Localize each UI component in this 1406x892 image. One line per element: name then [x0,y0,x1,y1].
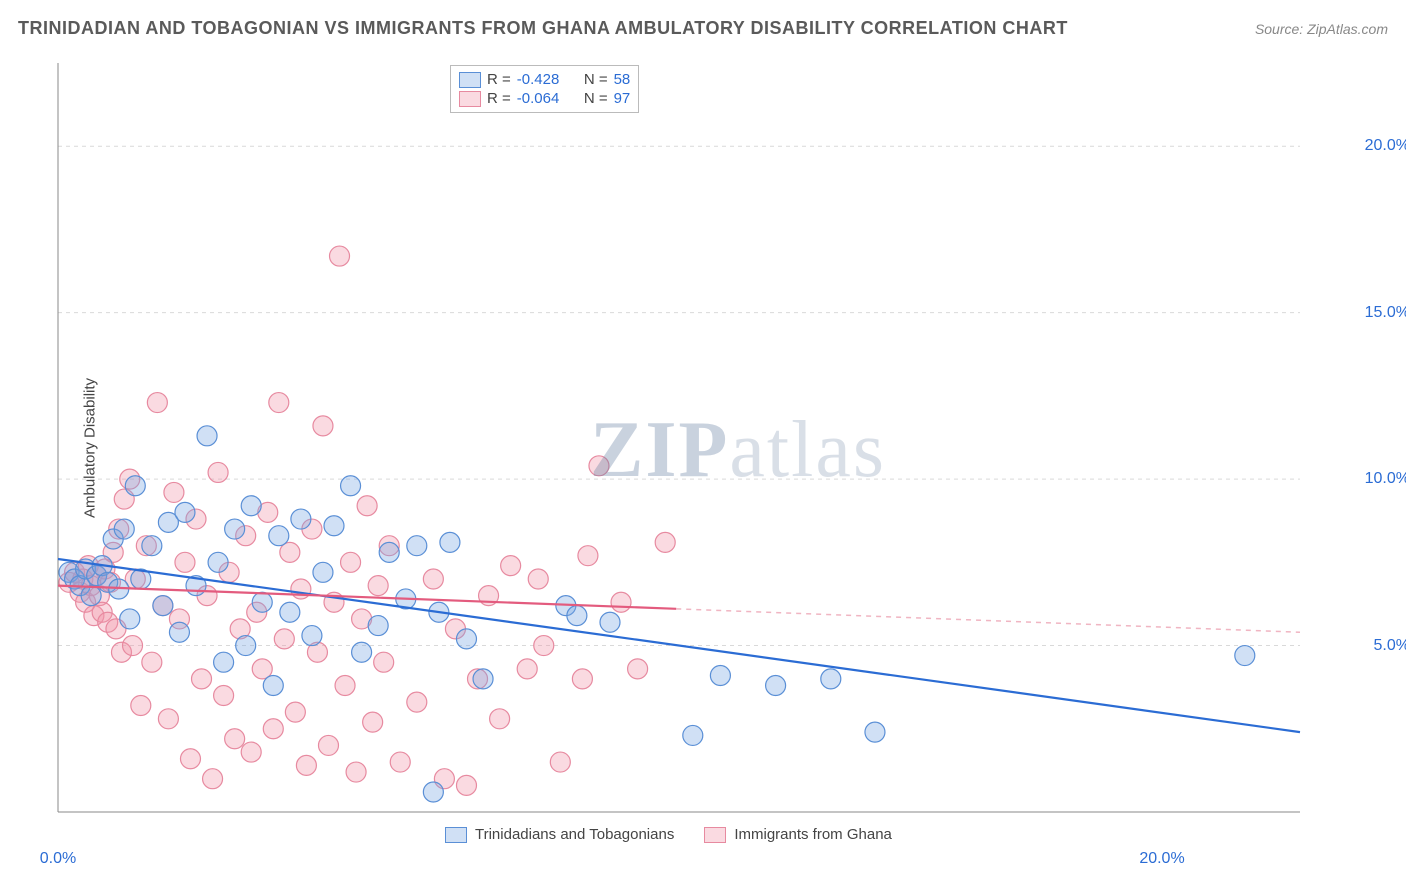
source-label: Source: ZipAtlas.com [1255,21,1388,37]
series-swatch [459,91,481,107]
y-tick-label: 5.0% [1374,637,1406,655]
y-tick-label: 10.0% [1365,470,1406,488]
series-swatch [459,72,481,88]
legend-label: Immigrants from Ghana [734,826,892,843]
chart-area: Ambulatory Disability ZIPatlas R = -0.42… [50,55,1360,840]
series-legend: Trinidadians and Tobagonians Immigrants f… [445,826,892,843]
y-tick-label: 20.0% [1365,137,1406,155]
stat-row: R = -0.064 N = 97 [459,89,630,108]
chart-title: TRINIDADIAN AND TOBAGONIAN VS IMMIGRANTS… [18,18,1068,39]
scatter-plot [50,55,1360,840]
y-tick-label: 15.0% [1365,304,1406,322]
legend-item: Immigrants from Ghana [704,826,892,843]
x-tick-label: 0.0% [40,850,76,868]
series-swatch [704,827,726,843]
stat-row: R = -0.428 N = 58 [459,70,630,89]
legend-label: Trinidadians and Tobagonians [475,826,674,843]
x-tick-label: 20.0% [1139,850,1184,868]
series-swatch [445,827,467,843]
legend-item: Trinidadians and Tobagonians [445,826,674,843]
correlation-stat-box: R = -0.428 N = 58 R = -0.064 N = 97 [450,65,639,113]
